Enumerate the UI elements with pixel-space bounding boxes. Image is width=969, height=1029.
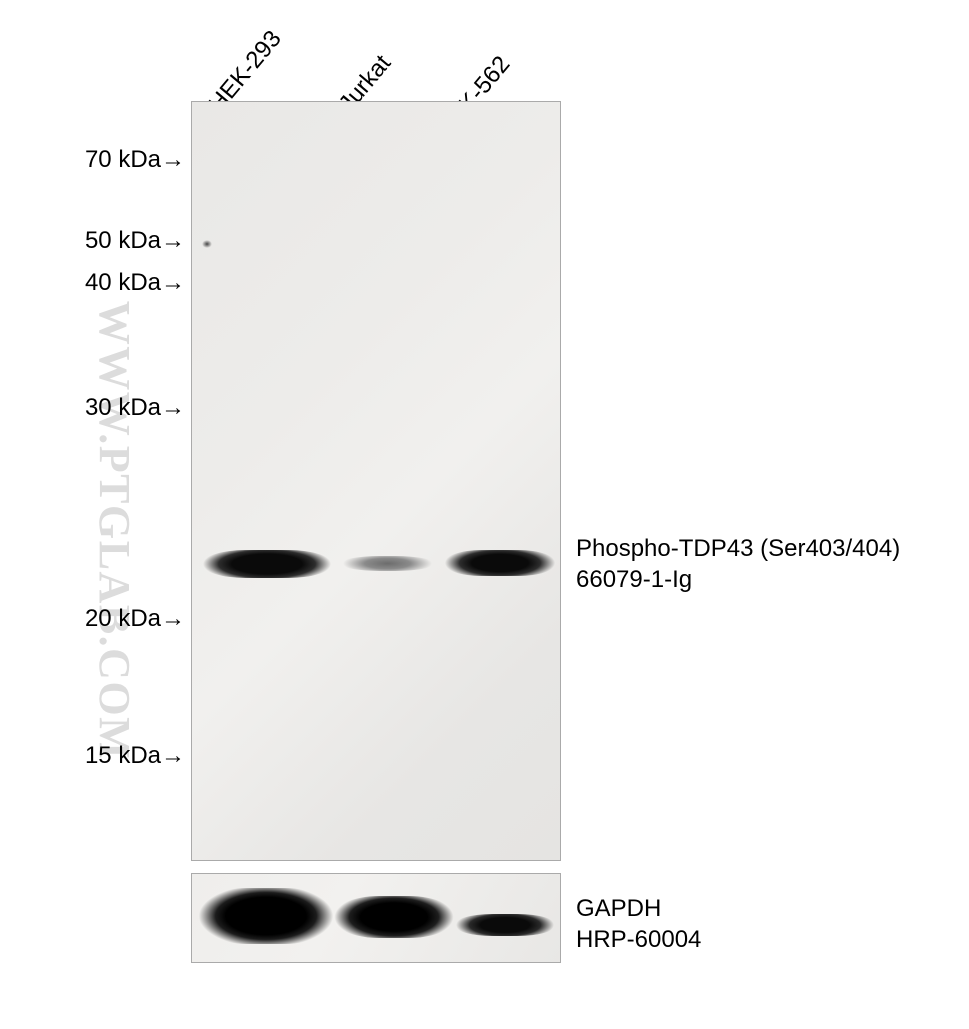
annotation-gapdh-line2: HRP-60004 bbox=[576, 924, 956, 955]
band-main-jurkat bbox=[340, 556, 435, 571]
annotation-gapdh-line1: GAPDH bbox=[576, 893, 956, 924]
mw-marker-20: 20 kDa→ bbox=[35, 605, 185, 633]
annotation-main-line1: Phospho-TDP43 (Ser403/404) bbox=[576, 533, 956, 564]
blot-gapdh bbox=[191, 873, 561, 963]
annotation-gapdh: GAPDH HRP-60004 bbox=[576, 893, 956, 955]
watermark-text: WWW.PTGLAB.COM bbox=[90, 300, 141, 759]
blot-main bbox=[191, 101, 561, 861]
band-gapdh-jurkat bbox=[332, 896, 456, 938]
band-main-k562 bbox=[444, 550, 556, 576]
mw-marker-40: 40 kDa→ bbox=[35, 269, 185, 297]
watermark: WWW.PTGLAB.COM bbox=[85, 155, 145, 905]
mw-marker-50: 50 kDa→ bbox=[35, 227, 185, 255]
artifact-dot bbox=[202, 240, 212, 248]
figure-container: WWW.PTGLAB.COM 70 kDa→ 50 kDa→ 40 kDa→ 3… bbox=[0, 0, 969, 1029]
mw-marker-30: 30 kDa→ bbox=[35, 394, 185, 422]
band-gapdh-k562 bbox=[454, 914, 556, 936]
mw-marker-70: 70 kDa→ bbox=[35, 146, 185, 174]
annotation-main-line2: 66079-1-Ig bbox=[576, 564, 956, 595]
band-main-hek293 bbox=[202, 550, 332, 578]
annotation-main: Phospho-TDP43 (Ser403/404) 66079-1-Ig bbox=[576, 533, 956, 595]
mw-marker-15: 15 kDa→ bbox=[35, 742, 185, 770]
band-gapdh-hek293 bbox=[196, 888, 336, 944]
